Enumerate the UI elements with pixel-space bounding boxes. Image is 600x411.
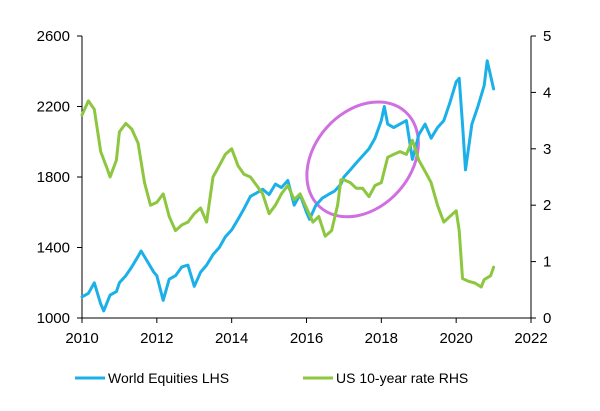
y-right-tick-label: 5 <box>543 28 551 45</box>
annotation-layer <box>305 100 420 219</box>
y-right-tick-label: 3 <box>543 141 551 158</box>
legend-label: World Equities LHS <box>108 370 229 386</box>
series-line-world-equities <box>80 59 496 313</box>
x-tick-label: 2014 <box>215 330 248 347</box>
y-left-tick-label: 1800 <box>37 169 70 186</box>
x-tick-label: 2012 <box>140 330 173 347</box>
series-layer <box>80 59 496 313</box>
y-right-tick-label: 4 <box>543 84 551 101</box>
highlight-ellipse <box>305 100 420 219</box>
axes-layer: 1000 1400 1800 2200 2600 0 1 2 3 4 5 2010 2012 2014 20… <box>37 28 552 347</box>
x-tick-label: 2018 <box>365 330 398 347</box>
legend-layer: World Equities LHS US 10-year rate RHS <box>75 370 468 386</box>
y-left-tick-label: 2600 <box>37 28 70 45</box>
y-right-tick-label: 2 <box>543 197 551 214</box>
series-line-us-10-year-rate <box>80 99 496 289</box>
y-right-tick-label: 1 <box>543 254 551 271</box>
y-left-tick-label: 2200 <box>37 99 70 116</box>
x-tick-label: 2020 <box>439 330 472 347</box>
x-tick-label: 2022 <box>514 330 547 347</box>
x-tick-label: 2010 <box>65 330 98 347</box>
y-right-tick-label: 0 <box>543 310 551 327</box>
x-tick-label: 2016 <box>290 330 323 347</box>
legend-label: US 10-year rate RHS <box>336 370 468 386</box>
y-left-tick-label: 1000 <box>37 310 70 327</box>
y-left-tick-label: 1400 <box>37 240 70 257</box>
